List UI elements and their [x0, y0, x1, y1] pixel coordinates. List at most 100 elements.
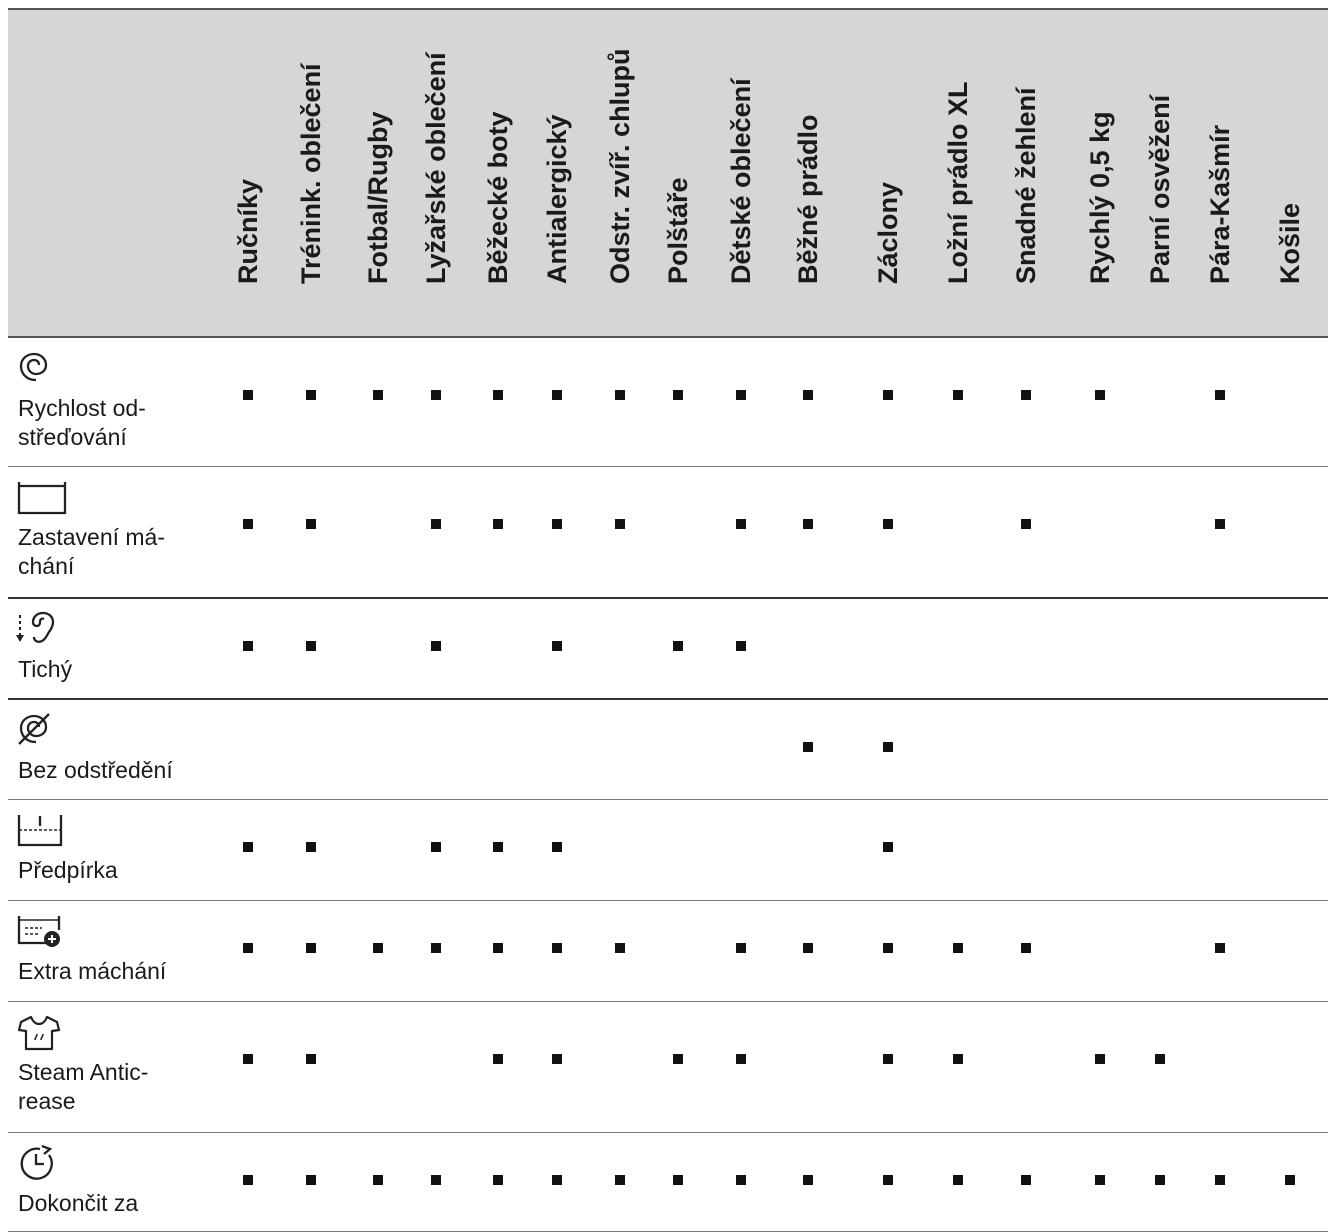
column-header: Parní osvěžení: [1145, 95, 1175, 314]
program-mark: [883, 842, 893, 852]
option-row: Předpírka: [8, 800, 1328, 901]
option-label: Dokončit za: [18, 1189, 208, 1218]
program-mark: [552, 943, 562, 953]
program-mark: [736, 641, 746, 651]
option-row: Rychlost od-střeďování: [8, 338, 1328, 467]
option-label: Bez odstředění: [18, 756, 208, 785]
column-header-label: Běžecké boty: [483, 111, 513, 284]
program-mark: [431, 1175, 441, 1185]
program-options-table: Ručníky Trénink. oblečení Fotbal/Rugby Lyža…: [8, 8, 1328, 1232]
program-mark: [243, 390, 253, 400]
program-mark: [883, 943, 893, 953]
program-mark: [1021, 390, 1031, 400]
option-marks: [8, 338, 1328, 466]
column-header-label: Rychlý 0,5 kg: [1085, 111, 1115, 284]
program-mark: [243, 1175, 253, 1185]
program-mark: [1095, 1054, 1105, 1064]
program-mark: [1285, 1175, 1295, 1185]
program-mark: [431, 842, 441, 852]
column-header-label: Košile: [1275, 202, 1305, 284]
program-mark: [883, 1175, 893, 1185]
column-header: Trénink. oblečení: [296, 63, 326, 314]
program-mark: [736, 519, 746, 529]
program-mark: [615, 943, 625, 953]
option-label-line: Steam Antic-: [18, 1059, 149, 1085]
program-mark: [673, 641, 683, 651]
program-mark: [493, 1054, 503, 1064]
option-row: Steam Antic-rease: [8, 1002, 1328, 1133]
column-header: Ložní prádlo XL: [943, 82, 973, 314]
rinse-hold-icon: [16, 479, 67, 515]
spin-speed-icon: [16, 350, 56, 384]
program-mark: [1215, 943, 1225, 953]
program-mark: [1155, 1175, 1165, 1185]
program-mark: [953, 390, 963, 400]
program-mark: [243, 641, 253, 651]
column-header: Běžecké boty: [483, 111, 513, 314]
option-marks: [8, 1133, 1328, 1231]
program-mark: [552, 519, 562, 529]
program-mark: [736, 943, 746, 953]
program-mark: [306, 943, 316, 953]
column-header-label: Ložní prádlo XL: [943, 81, 973, 285]
program-mark: [431, 943, 441, 953]
program-mark: [243, 842, 253, 852]
program-mark: [306, 641, 316, 651]
option-label-line: Rychlost od-: [18, 395, 146, 421]
column-header: Rychlý 0,5 kg: [1085, 111, 1115, 314]
column-header-label: Lyžařské oblečení: [421, 52, 451, 284]
option-label: Extra máchání: [18, 957, 208, 986]
option-label: Steam Antic-rease: [18, 1058, 208, 1116]
program-mark: [615, 1175, 625, 1185]
program-mark: [736, 1175, 746, 1185]
program-mark: [1215, 1175, 1225, 1185]
column-header: Košile: [1275, 203, 1305, 314]
option-marks: [8, 800, 1328, 900]
program-mark: [243, 943, 253, 953]
option-marks: [8, 467, 1328, 597]
program-mark: [306, 1054, 316, 1064]
program-mark: [552, 1054, 562, 1064]
program-mark: [431, 390, 441, 400]
column-header: Běžné prádlo: [793, 114, 823, 314]
option-marks: [8, 700, 1328, 799]
program-mark: [883, 390, 893, 400]
option-row: Dokončit za: [8, 1133, 1328, 1232]
program-mark: [493, 1175, 503, 1185]
column-header-label: Antialergický: [542, 114, 572, 284]
program-mark: [306, 1175, 316, 1185]
option-row: Extra máchání: [8, 901, 1328, 1002]
table-body: Rychlost od-střeďování Zastavení má-chání…: [8, 338, 1328, 1232]
program-mark: [1021, 943, 1031, 953]
program-mark: [493, 842, 503, 852]
option-label-line: Předpírka: [18, 857, 118, 883]
program-mark: [1155, 1054, 1165, 1064]
program-mark: [373, 1175, 383, 1185]
column-header-label: Ručníky: [233, 178, 263, 284]
program-mark: [883, 1054, 893, 1064]
option-label-line: Dokončit za: [18, 1190, 139, 1216]
program-mark: [615, 390, 625, 400]
option-label-line: chání: [18, 553, 75, 579]
option-row: Bez odstředění: [8, 700, 1328, 800]
option-label-line: Tichý: [18, 656, 73, 682]
program-mark: [1095, 1175, 1105, 1185]
column-header: Dětské oblečení: [726, 78, 756, 314]
column-header: Polštáře: [663, 177, 693, 314]
program-mark: [243, 519, 253, 529]
column-header: Odstr. zvíř. chlupů: [605, 48, 635, 314]
no-spin-icon: [16, 712, 56, 746]
option-label: Rychlost od-střeďování: [18, 394, 208, 452]
column-header-label: Snadné žehlení: [1011, 87, 1041, 284]
program-mark: [803, 519, 813, 529]
program-mark: [1095, 390, 1105, 400]
column-header-label: Běžné prádlo: [793, 114, 823, 284]
program-mark: [493, 943, 503, 953]
program-mark: [306, 842, 316, 852]
option-label-line: Bez odstředění: [18, 757, 173, 783]
program-mark: [243, 1054, 253, 1064]
option-label-line: rease: [18, 1088, 76, 1114]
extra-rinse-icon: [16, 913, 61, 947]
program-mark: [736, 390, 746, 400]
clock-finish-icon: [16, 1144, 56, 1180]
